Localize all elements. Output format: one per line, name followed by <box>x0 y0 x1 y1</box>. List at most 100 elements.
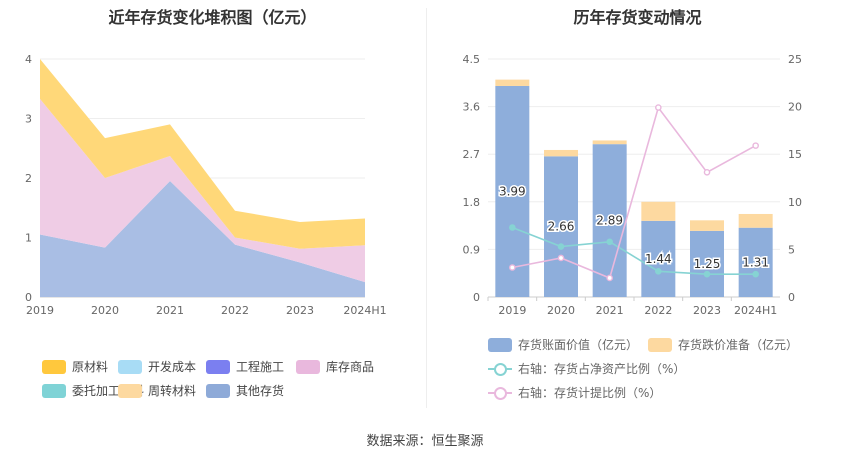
bar-book-value <box>641 220 676 297</box>
right-axis-tick-label: 0 <box>788 291 795 304</box>
legend-item[interactable]: 库存商品 <box>296 358 374 375</box>
left-ytick-label: 2 <box>25 172 32 185</box>
legend-item[interactable]: 原材料 <box>42 358 108 375</box>
line-point <box>703 270 711 278</box>
left-xtick-label: 2020 <box>91 304 119 317</box>
line-provision-ratio <box>512 105 757 280</box>
right-axis-tick-label: 15 <box>788 148 802 161</box>
legend-swatch <box>296 359 320 374</box>
line-point <box>655 267 662 275</box>
bar-impairment <box>690 220 724 231</box>
legend-swatch <box>488 337 512 352</box>
bar-data-label: 2.89 <box>596 214 623 228</box>
left-axis-tick-label: 1.8 <box>463 196 481 209</box>
legend-swatch <box>118 359 142 374</box>
bar-data-label: 1.31 <box>742 255 769 269</box>
line-point <box>606 238 613 246</box>
legend-item[interactable]: 周转材料 <box>118 382 196 399</box>
line-point <box>655 104 662 111</box>
bar-impairment <box>738 213 773 228</box>
legend-item[interactable]: 其他存货 <box>206 382 284 399</box>
line-point <box>752 270 759 278</box>
area-其他存货 <box>40 181 365 297</box>
line-point <box>509 264 516 271</box>
left-xtick-label: 2021 <box>156 304 184 317</box>
line-point <box>509 224 516 231</box>
bar-impairment <box>641 201 676 221</box>
bar-book-value <box>592 144 627 297</box>
legend-label: 存货账面价值（亿元） <box>518 338 639 352</box>
left-xtick-label: 2024H1 <box>343 304 386 317</box>
right-chart-title: 历年存货变动情况 <box>573 8 702 27</box>
line-point <box>703 168 711 176</box>
legend-label: 开发成本 <box>148 360 197 374</box>
line-point <box>752 142 759 149</box>
right-xtick-label: 2020 <box>547 304 575 317</box>
panel-divider <box>426 8 427 408</box>
legend-label: 周转材料 <box>148 384 197 398</box>
left-chart-title: 近年存货变化堆积图（亿元） <box>108 8 317 27</box>
legend-swatch <box>488 386 512 400</box>
left-axis-tick-label: 4.5 <box>463 53 481 66</box>
legend-swatch <box>488 362 512 376</box>
left-xtick-label: 2022 <box>221 304 249 317</box>
legend-item[interactable]: 存货账面价值（亿元） <box>488 336 638 353</box>
legend-swatch <box>648 337 672 352</box>
legend-label: 其他存货 <box>236 384 285 398</box>
legend-label: 工程施工 <box>236 360 285 374</box>
bar-data-label: 1.44 <box>645 252 672 266</box>
bar-book-value <box>690 230 724 297</box>
right-axis-tick-label: 20 <box>788 101 802 114</box>
bar-data-label: 2.66 <box>548 220 575 234</box>
left-ytick-label: 1 <box>25 232 32 245</box>
legend-label: 右轴：存货占净资产比例（%） <box>518 362 686 376</box>
area-库存商品 <box>40 98 365 283</box>
legend-swatch <box>42 359 66 374</box>
line-ratio-net-assets <box>512 226 756 275</box>
bar-impairment <box>495 79 530 86</box>
legend-swatch <box>206 383 230 398</box>
right-axis-tick-label: 25 <box>788 53 802 66</box>
bar-book-value <box>495 85 530 298</box>
line-point <box>557 254 565 262</box>
bar-book-value <box>738 227 773 297</box>
legend-item[interactable]: 右轴：存货计提比例（%） <box>488 384 661 401</box>
legend-item[interactable]: 存货跌价准备（亿元） <box>648 336 798 353</box>
right-xtick-label: 2022 <box>644 304 672 317</box>
legend-label: 存货跌价准备（亿元） <box>678 338 799 352</box>
right-xtick-label: 2023 <box>693 304 721 317</box>
legend-label: 右轴：存货计提比例（%） <box>518 386 662 400</box>
legend-swatch <box>42 383 66 398</box>
data-source: 数据来源：恒生聚源 <box>366 434 484 449</box>
right-xtick-label: 2024H1 <box>734 304 777 317</box>
area-原材料 <box>40 59 365 249</box>
left-axis-tick-label: 0 <box>473 291 480 304</box>
left-axis-tick-label: 3.6 <box>463 101 481 114</box>
bar-data-label: 3.99 <box>499 184 526 198</box>
left-axis-tick-label: 2.7 <box>463 148 481 161</box>
legend-label: 原材料 <box>72 360 109 374</box>
left-ytick-label: 4 <box>25 53 32 66</box>
left-xtick-label: 2019 <box>26 304 54 317</box>
legend-swatch <box>118 383 142 398</box>
right-axis-tick-label: 5 <box>788 243 795 256</box>
right-axis-tick-label: 10 <box>788 196 802 209</box>
legend-swatch <box>206 359 230 374</box>
left-axis-tick-label: 0.9 <box>463 243 481 256</box>
left-ytick-label: 3 <box>25 113 32 126</box>
bar-impairment <box>544 149 578 157</box>
right-xtick-label: 2021 <box>596 304 624 317</box>
legend-label: 库存商品 <box>326 360 375 374</box>
bar-data-label: 1.25 <box>694 257 721 271</box>
line-point <box>606 274 613 282</box>
left-xtick-label: 2023 <box>286 304 314 317</box>
bar-book-value <box>544 156 578 297</box>
legend-item[interactable]: 开发成本 <box>118 358 196 375</box>
line-point <box>557 243 565 250</box>
left-ytick-label: 0 <box>25 291 32 304</box>
bar-impairment <box>592 140 627 145</box>
legend-item[interactable]: 右轴：存货占净资产比例（%） <box>488 360 685 377</box>
right-xtick-label: 2019 <box>498 304 526 317</box>
legend-item[interactable]: 工程施工 <box>206 358 284 375</box>
